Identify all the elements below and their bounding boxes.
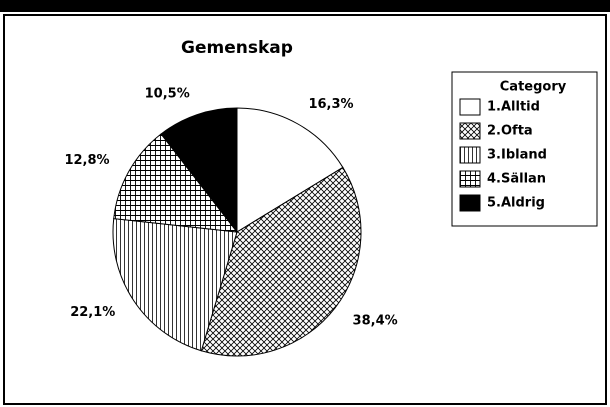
legend-swatch [459,146,481,164]
data-label: 12,8% [64,153,109,168]
legend-swatch [459,98,481,116]
data-label: 16,3% [308,97,353,112]
pie-slice [236,107,344,233]
frame [3,14,607,405]
legend-label: 3.Ibland [487,148,547,163]
pie-slice [200,166,362,357]
legend-title: Category [500,80,567,95]
top-bar [0,0,610,12]
data-label: 10,5% [145,86,190,101]
legend-swatch [459,170,481,188]
pie-slice [113,133,239,233]
legend-label: 2.Ofta [487,124,533,139]
pie-slice [160,107,238,234]
pie-slice [112,218,238,352]
legend-label: 5.Aldrig [487,196,545,211]
legend-swatch [459,122,481,140]
legend-label: 4.Sällan [487,172,546,187]
data-label: 22,1% [70,305,115,320]
legend-label: 1.Alltid [487,100,540,115]
legend-swatch [459,194,481,212]
chart-title: Gemenskap [181,38,293,58]
data-label: 38,4% [353,314,398,329]
